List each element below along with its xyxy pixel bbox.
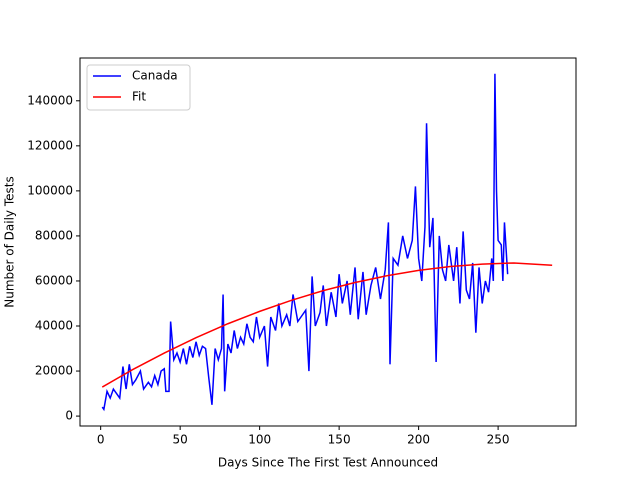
legend-label: Fit — [132, 90, 146, 104]
axes-frame — [79, 57, 577, 427]
y-axis-label: Number of Daily Tests — [3, 176, 17, 307]
y-tick-label: 40000 — [35, 319, 73, 333]
x-tick-label: 150 — [328, 433, 351, 447]
y-tick-label: 0 — [65, 409, 73, 423]
x-tick-label: 100 — [248, 433, 271, 447]
legend-label: Canada — [132, 69, 178, 83]
x-axis-label: Days Since The First Test Announced — [218, 456, 438, 470]
y-tick-label: 140000 — [27, 93, 73, 107]
y-tick-label: 60000 — [35, 273, 73, 287]
x-tick-label: 50 — [173, 433, 188, 447]
y-tick-label: 20000 — [35, 364, 73, 378]
series-line — [101, 262, 553, 388]
y-tick-label: 100000 — [27, 183, 73, 197]
x-tick-label: 0 — [97, 433, 105, 447]
y-tick-label: 80000 — [35, 228, 73, 242]
x-tick-label: 200 — [407, 433, 430, 447]
x-tick-label: 250 — [487, 433, 510, 447]
series-line — [101, 73, 509, 412]
y-tick-label: 120000 — [27, 138, 73, 152]
